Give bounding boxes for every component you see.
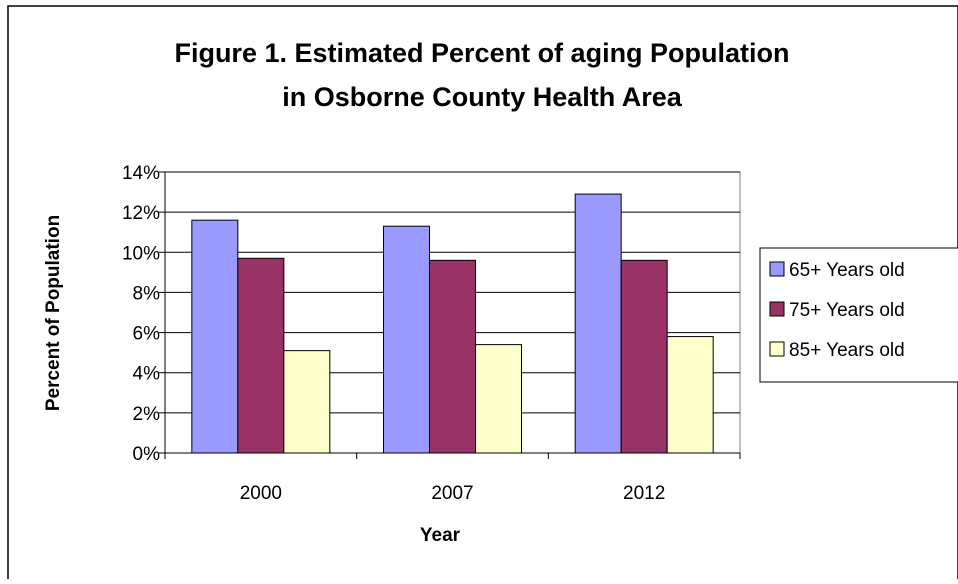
y-tick-label: 2%	[133, 404, 161, 425]
y-tick-labels: 0% 2% 4% 6% 8% 10% 12% 14%	[122, 163, 160, 465]
x-axis-title: Year	[420, 525, 461, 546]
chart-title-line-1: Figure 1. Estimated Percent of aging Pop…	[174, 38, 789, 68]
legend-swatch	[769, 301, 785, 317]
legend-box	[759, 247, 958, 383]
bar	[237, 257, 285, 454]
bar	[666, 336, 714, 454]
chart-title-line-2: in Osborne County Health Area	[282, 82, 683, 112]
y-tick-label: 8%	[133, 283, 161, 304]
bar	[383, 225, 430, 454]
x-tick-label: 2007	[431, 483, 473, 504]
legend-label: 85+ Years old	[789, 340, 905, 361]
y-axis-title: Percent of Population	[43, 215, 64, 411]
legend-label: 75+ Years old	[789, 300, 905, 321]
y-tick-label: 14%	[122, 163, 160, 184]
y-tick-label: 12%	[122, 203, 160, 224]
bars	[191, 193, 714, 454]
bar	[475, 344, 522, 454]
bar	[574, 193, 622, 454]
bar	[283, 350, 331, 454]
x-tick-label: 2000	[240, 483, 282, 504]
bar	[191, 219, 239, 454]
legend-swatch	[769, 341, 785, 357]
y-tick-label: 6%	[133, 324, 161, 345]
y-tick-label: 0%	[133, 444, 161, 465]
axes	[159, 171, 741, 459]
y-tick-label: 4%	[133, 364, 161, 385]
legend: 65+ Years old 75+ Years old 85+ Years old	[759, 247, 958, 383]
bar	[429, 259, 476, 454]
y-tick-label: 10%	[122, 243, 160, 264]
bar	[620, 259, 668, 454]
x-tick-label: 2012	[623, 483, 665, 504]
legend-swatch	[769, 261, 785, 277]
x-tick-labels: 2000 2007 2012	[240, 483, 666, 504]
legend-label: 65+ Years old	[789, 260, 905, 281]
